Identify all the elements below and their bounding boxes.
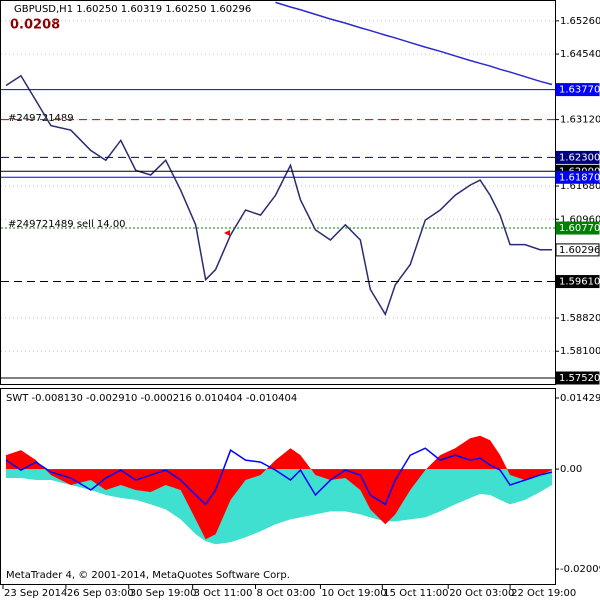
y-tick-label: 1.58820 [560, 313, 600, 324]
y-tick-label: 1.60960 [560, 214, 600, 225]
x-tick-label: 10 Oct 19:00 [321, 588, 386, 599]
x-tick-label: 30 Sep 19:00 [130, 588, 197, 599]
line [5, 74, 553, 317]
x-tick-label: 26 Sep 03:00 [67, 588, 134, 599]
indicator-title: SWT -0.008130 -0.002910 -0.000216 0.0104… [6, 393, 297, 404]
trade-arrow [224, 230, 230, 236]
line [275, 1, 553, 86]
chart-title: GBPUSD,H1 1.60250 1.60319 1.60250 1.6029… [14, 4, 251, 15]
x-tick-label: 23 Sep 2014 [4, 588, 67, 599]
x-tick-label: 22 Oct 19:00 [511, 588, 576, 599]
level-label-box [555, 371, 600, 385]
level-label: 1.57520 [559, 373, 600, 384]
level-label: 1.62300 [559, 152, 600, 163]
main-panel [0, 0, 556, 385]
y-tick-label: 1.65260 [560, 16, 600, 27]
x-tick-label: 20 Oct 03:00 [449, 588, 514, 599]
y-tick-label: 0.014293 [560, 393, 600, 404]
annotation: #249721489 sell 14.00 [8, 219, 126, 230]
y-tick-label: 1.58100 [560, 346, 600, 357]
level-label-box [555, 170, 600, 184]
line [5, 447, 553, 506]
level-label: 1.60296 [559, 245, 600, 256]
y-tick-label: -0.020092 [560, 564, 600, 575]
x-tick-label: 3 Oct 11:00 [194, 588, 253, 599]
level-label: 1.59610 [559, 277, 600, 288]
annotation: 0.0208 [10, 18, 60, 33]
annotation: #249721489 [8, 113, 74, 124]
footer: MetaTrader 4, © 2001-2014, MetaQuotes So… [6, 570, 290, 581]
y-tick-label: 1.64540 [560, 49, 600, 60]
level-label-box [555, 275, 600, 289]
y-tick-label: 1.61680 [560, 181, 600, 192]
level-label-box [555, 150, 600, 164]
level-label-box [555, 243, 600, 257]
y-tick-label: 1.63120 [560, 115, 600, 126]
level-label: 1.61870 [559, 172, 600, 183]
x-tick-label: 15 Oct 11:00 [383, 588, 448, 599]
x-tick-label: 8 Oct 03:00 [257, 588, 316, 599]
level-label: 1.60770 [559, 223, 600, 234]
level-label: 1.63770 [559, 85, 600, 96]
level-label-box [555, 221, 600, 235]
level-label-box [555, 83, 600, 97]
y-tick-label: 0.00 [560, 464, 582, 475]
